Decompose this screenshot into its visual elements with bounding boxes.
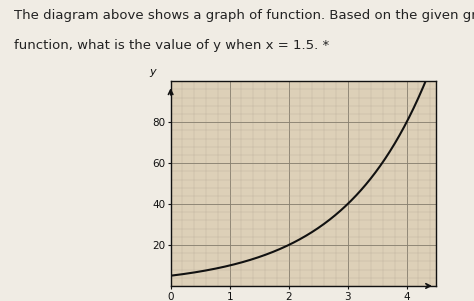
Text: y: y xyxy=(150,67,156,77)
Text: The diagram above shows a graph of function. Based on the given graph of: The diagram above shows a graph of funct… xyxy=(14,9,474,22)
Text: function, what is the value of y when x = 1.5. *: function, what is the value of y when x … xyxy=(14,39,329,52)
